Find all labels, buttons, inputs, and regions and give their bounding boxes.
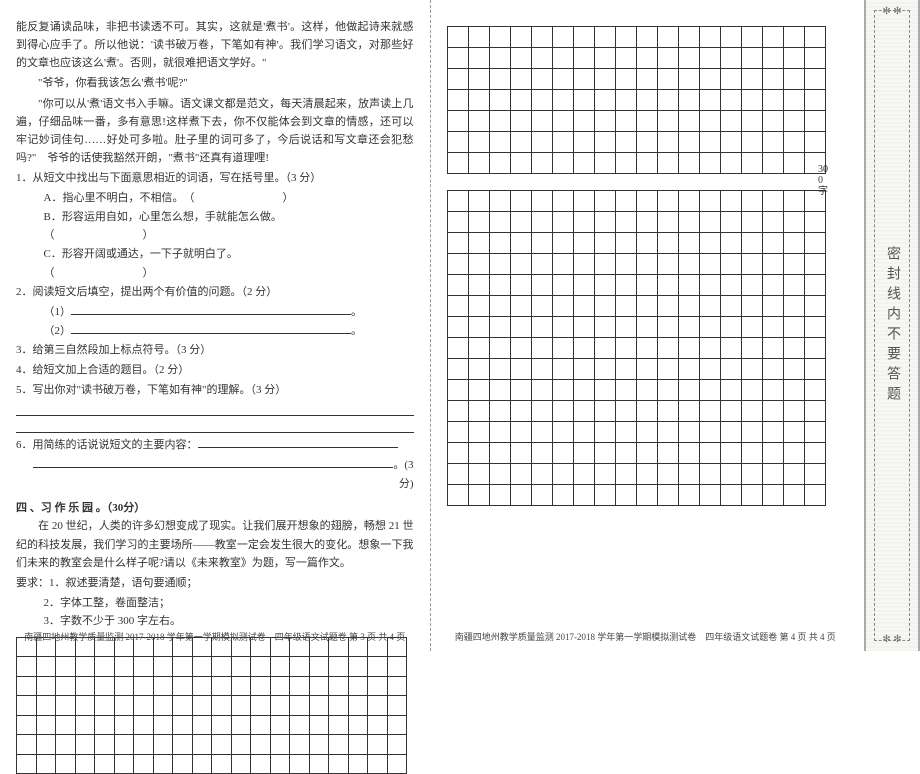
q5-line1 bbox=[16, 402, 414, 416]
writing-grid-right-top bbox=[447, 26, 826, 174]
footer-right: 南疆四地州教学质量监测 2017-2018 学年第一学期模拟测试卷 四年级语文试… bbox=[431, 630, 861, 643]
writing-grid-left bbox=[16, 637, 407, 774]
q2-2: （2）。 bbox=[16, 322, 414, 341]
q5-line2 bbox=[16, 419, 414, 433]
q1-c-text: C．形容开阔或通达，一下子就明白了。 bbox=[44, 248, 238, 260]
strip-text: 密封线内不要答题 bbox=[882, 246, 902, 406]
q1-b-text: B．形容运用自如，心里怎么想，手就能怎么做。 bbox=[44, 211, 282, 223]
passage-p2: "爷爷，你看我该怎么'煮书'呢?" bbox=[16, 74, 414, 92]
footer-right-text: 南疆四地州教学质量监测 2017-2018 学年第一学期模拟测试卷 四年级语文试… bbox=[455, 632, 836, 642]
q1-b: B．形容运用自如，心里怎么想，手就能怎么做。 bbox=[16, 208, 414, 227]
q4: 4．给短文加上合适的题目。（2 分） bbox=[16, 361, 414, 380]
q2-2-label: （2） bbox=[44, 325, 72, 337]
q6-line2: 。(3 分) bbox=[16, 456, 414, 493]
deco-bottom: ✻ ✻ bbox=[866, 634, 918, 645]
q2-1-label: （1） bbox=[44, 306, 72, 318]
q3: 3．给第三自然段加上标点符号。（3 分） bbox=[16, 341, 414, 360]
q2-stem: 2．阅读短文后填空，提出两个有价值的问题。（2 分） bbox=[16, 283, 414, 302]
q2-1: （1）。 bbox=[16, 303, 414, 322]
q6-stem: 6．用简练的话说说短文的主要内容： bbox=[16, 439, 198, 451]
footer-left-text: 南疆四地州教学质量监测 2017-2018 学年第一学期模拟测试卷 四年级语文试… bbox=[24, 632, 405, 642]
q1-stem: 1．从短文中找出与下面意思相近的词语，写在括号里。（3 分） bbox=[16, 169, 414, 188]
passage-p3: "你可以从'煮'语文书入手嘛。语文课文都是范文，每天清晨起来，放声读上几遍，仔细… bbox=[16, 95, 414, 168]
section4-req3: 3．字数不少于 300 字左右。 bbox=[16, 612, 414, 631]
section4-title: 四 、习 作 乐 园 。（30分） bbox=[16, 499, 414, 515]
marker-300: 300字 bbox=[818, 164, 828, 197]
q2-1-blank bbox=[71, 303, 351, 315]
q2-2-blank bbox=[71, 322, 351, 334]
right-page: 300字 南疆四地州教学质量监测 2017-2018 学年第一学期模拟测试卷 四… bbox=[431, 0, 861, 651]
left-page: 能反复诵读品味，非把书读透不可。其实，这就是'煮书'。这样，他做起诗来就感到得心… bbox=[0, 0, 431, 651]
q1-a-text: A．指心里不明白，不相信。 bbox=[44, 192, 178, 204]
q1-c: C．形容开阔或通达，一下子就明白了。 bbox=[16, 245, 414, 264]
q6: 6．用简练的话说说短文的主要内容： bbox=[16, 436, 414, 455]
q5: 5．写出你对"读书破万卷，下笔如有神"的理解。（3 分） bbox=[16, 381, 414, 400]
footer-left: 南疆四地州教学质量监测 2017-2018 学年第一学期模拟测试卷 四年级语文试… bbox=[0, 630, 430, 643]
binding-strip: ✻ ✻ 密封线内不要答题 ✻ ✻ bbox=[864, 0, 920, 651]
q1-c-blank: （ ） bbox=[16, 264, 414, 283]
section4-req2: 2．字体工整，卷面整洁； bbox=[16, 594, 414, 613]
section4-body: 在 20 世纪，人类的许多幻想变成了现实。让我们展开想象的翅膀，畅想 21 世纪… bbox=[16, 517, 414, 571]
q1-b-blank: （ ） bbox=[16, 226, 414, 245]
writing-grid-right-bottom bbox=[447, 190, 826, 506]
q6-blank2 bbox=[33, 456, 393, 468]
passage-p1: 能反复诵读品味，非把书读透不可。其实，这就是'煮书'。这样，他做起诗来就感到得心… bbox=[16, 18, 414, 72]
q1-a: A．指心里不明白，不相信。 （ ） bbox=[16, 189, 414, 208]
q6-blank1 bbox=[198, 436, 398, 448]
q6-score: 。(3 分) bbox=[393, 459, 413, 490]
section4-req1: 要求：1．叙述要清楚，语句要通顺； bbox=[16, 574, 414, 593]
